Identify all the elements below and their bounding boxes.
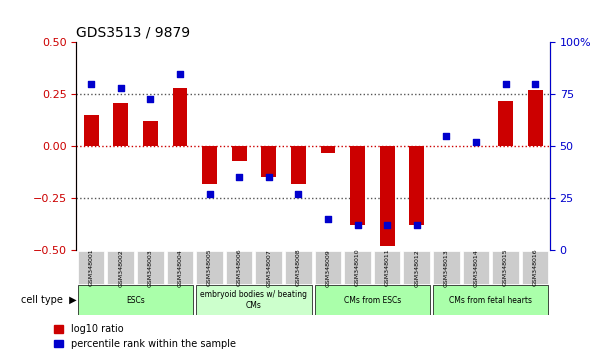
Text: GSM348016: GSM348016 (533, 249, 538, 286)
FancyBboxPatch shape (344, 251, 371, 284)
Text: cell type  ▶: cell type ▶ (21, 295, 76, 305)
Text: CMs from ESCs: CMs from ESCs (344, 296, 401, 305)
Point (382, 222, 392, 228)
Bar (114, 103, 128, 146)
Text: GSM348015: GSM348015 (503, 249, 508, 286)
Bar (262, 146, 276, 177)
Point (412, 222, 422, 228)
Bar (84, 115, 98, 146)
FancyBboxPatch shape (196, 285, 312, 315)
FancyBboxPatch shape (255, 251, 282, 284)
FancyBboxPatch shape (196, 251, 223, 284)
FancyBboxPatch shape (315, 251, 342, 284)
Point (323, 216, 333, 222)
Point (86, 81, 96, 87)
Point (234, 175, 244, 180)
Text: CMs from fetal hearts: CMs from fetal hearts (449, 296, 532, 305)
Bar (143, 121, 158, 146)
Text: GSM348002: GSM348002 (119, 249, 123, 286)
Text: GSM348006: GSM348006 (236, 249, 241, 286)
Bar (409, 146, 424, 225)
Point (293, 191, 303, 197)
Bar (528, 90, 543, 146)
Text: GSM348014: GSM348014 (474, 249, 478, 286)
Text: embryoid bodies w/ beating
CMs: embryoid bodies w/ beating CMs (200, 290, 307, 310)
Bar (498, 101, 513, 146)
FancyBboxPatch shape (226, 251, 252, 284)
FancyBboxPatch shape (167, 251, 193, 284)
Text: ESCs: ESCs (126, 296, 145, 305)
Point (500, 81, 510, 87)
FancyBboxPatch shape (137, 251, 164, 284)
Point (205, 191, 214, 197)
Text: GSM348012: GSM348012 (414, 249, 419, 286)
FancyBboxPatch shape (108, 251, 134, 284)
Point (530, 81, 540, 87)
Bar (172, 88, 188, 146)
FancyBboxPatch shape (78, 251, 104, 284)
Text: GSM348007: GSM348007 (266, 249, 271, 286)
Bar (202, 146, 217, 184)
Point (471, 139, 481, 145)
FancyBboxPatch shape (492, 251, 519, 284)
Text: GSM348010: GSM348010 (355, 249, 360, 286)
Point (353, 222, 362, 228)
Text: GSM348011: GSM348011 (385, 249, 390, 286)
Point (116, 85, 126, 91)
Bar (291, 146, 306, 184)
Point (264, 175, 274, 180)
FancyBboxPatch shape (315, 285, 430, 315)
Bar (321, 146, 335, 153)
Text: GSM348003: GSM348003 (148, 249, 153, 286)
Text: GSM348004: GSM348004 (177, 249, 183, 286)
FancyBboxPatch shape (463, 251, 489, 284)
Point (441, 133, 451, 139)
Bar (379, 146, 395, 246)
FancyBboxPatch shape (403, 251, 430, 284)
FancyBboxPatch shape (433, 251, 459, 284)
Text: GSM348009: GSM348009 (326, 249, 331, 286)
Bar (350, 146, 365, 225)
Text: GSM348008: GSM348008 (296, 249, 301, 286)
FancyBboxPatch shape (285, 251, 312, 284)
FancyBboxPatch shape (433, 285, 549, 315)
Text: GSM348001: GSM348001 (89, 249, 93, 286)
Text: GSM348005: GSM348005 (207, 249, 212, 286)
FancyBboxPatch shape (522, 251, 549, 284)
Text: GSM348013: GSM348013 (444, 249, 449, 286)
Point (145, 96, 155, 101)
FancyBboxPatch shape (374, 251, 400, 284)
Text: GDS3513 / 9879: GDS3513 / 9879 (76, 26, 191, 40)
Legend: log10 ratio, percentile rank within the sample: log10 ratio, percentile rank within the … (54, 324, 236, 349)
Point (175, 71, 185, 76)
FancyBboxPatch shape (78, 285, 193, 315)
Bar (232, 146, 247, 161)
